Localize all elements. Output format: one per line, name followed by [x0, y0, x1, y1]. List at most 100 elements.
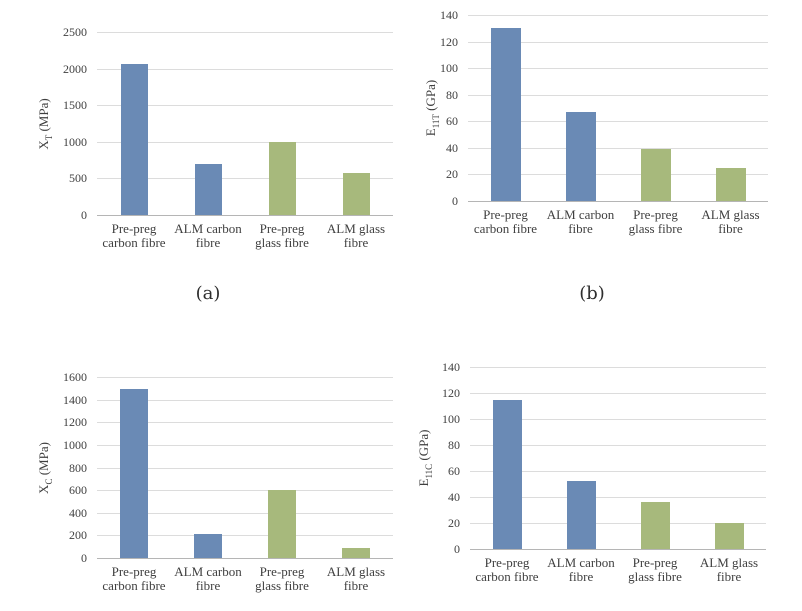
x-category-label: Pre-preg carbon fibre	[102, 564, 166, 593]
y-gridline	[470, 419, 766, 420]
x-category-label: Pre-preg carbon fibre	[475, 555, 539, 584]
y-tick-label: 40	[446, 140, 458, 155]
y-tick-label: 600	[69, 483, 87, 498]
y-gridline	[97, 467, 393, 469]
y-gridline	[97, 377, 393, 378]
y-tick-label: 100	[442, 412, 460, 426]
y-tick-label: 1600	[63, 370, 87, 384]
x-category-label: Pre-preg glass fibre	[628, 555, 682, 584]
y-tick-label: 500	[69, 171, 87, 186]
x-category-label: ALM glass fibre	[326, 221, 386, 250]
y-axis-title: E11C (GPa)	[416, 429, 434, 487]
y-tick-label: 1000	[63, 134, 87, 149]
y-tick-label: 1000	[63, 437, 87, 452]
bar	[640, 502, 670, 549]
y-gridline	[470, 497, 766, 498]
y-tick-label: 1500	[63, 98, 87, 113]
y-tick-label: 120	[442, 386, 460, 400]
y-tick-label: 2000	[63, 61, 87, 76]
x-category-label: ALM carbon fibre	[174, 221, 242, 250]
bar	[194, 533, 222, 558]
x-axis-line	[470, 549, 766, 550]
y-gridline	[468, 147, 768, 149]
x-category-label: ALM glass fibre	[699, 555, 759, 584]
y-gridline	[470, 523, 766, 524]
y-tick-label: 60	[446, 114, 458, 129]
y-gridline	[468, 41, 768, 43]
y-tick-label: 800	[69, 460, 87, 475]
y-gridline	[97, 32, 393, 33]
bar	[565, 112, 596, 201]
bar	[120, 389, 148, 558]
subfigure-label-a: (a)	[195, 283, 221, 304]
y-tick-label: 140	[442, 360, 460, 374]
y-tick-label: 0	[81, 551, 87, 565]
x-category-label: ALM glass fibre	[326, 564, 386, 593]
y-gridline	[97, 178, 393, 180]
y-tick-label: 80	[446, 87, 458, 102]
y-tick-label: 2500	[63, 25, 87, 39]
y-tick-label: 60	[448, 464, 460, 478]
bar	[492, 399, 522, 549]
y-tick-label: 120	[440, 34, 458, 49]
x-category-label: Pre-preg carbon fibre	[102, 221, 166, 250]
bar	[490, 28, 521, 201]
y-gridline	[97, 512, 393, 514]
x-category-label: ALM carbon fibre	[547, 555, 615, 584]
x-category-label: ALM carbon fibre	[174, 564, 242, 593]
y-gridline	[97, 444, 393, 446]
y-tick-label: 0	[452, 194, 458, 208]
subfigure-label-b: (b)	[579, 283, 605, 304]
bar	[342, 548, 370, 558]
y-gridline	[97, 422, 393, 424]
y-gridline	[97, 535, 393, 537]
y-gridline	[97, 399, 393, 401]
y-gridline	[470, 471, 766, 472]
y-gridline	[97, 141, 393, 143]
y-tick-label: 0	[454, 542, 460, 556]
y-tick-label: 0	[81, 208, 87, 222]
y-gridline	[470, 393, 766, 394]
y-gridline	[468, 94, 768, 96]
y-gridline	[468, 174, 768, 176]
y-gridline	[470, 445, 766, 446]
y-gridline	[97, 490, 393, 492]
bar	[194, 163, 222, 215]
y-tick-label: 200	[69, 528, 87, 543]
bar	[342, 172, 370, 215]
bar	[714, 523, 744, 549]
bar	[120, 63, 148, 215]
bar	[566, 481, 596, 549]
x-axis-line	[468, 201, 768, 202]
y-gridline	[468, 68, 768, 70]
x-category-label: ALM carbon fibre	[546, 207, 615, 236]
y-gridline	[97, 68, 393, 70]
y-tick-label: 100	[440, 61, 458, 76]
x-axis-line	[97, 558, 393, 559]
bar	[268, 490, 296, 558]
y-tick-label: 1200	[63, 415, 87, 430]
y-tick-label: 20	[446, 167, 458, 182]
y-gridline	[470, 367, 766, 368]
y-tick-label: 1400	[63, 392, 87, 407]
y-tick-label: 80	[448, 438, 460, 452]
bar	[640, 149, 671, 201]
x-category-label: Pre-preg carbon fibre	[473, 207, 538, 236]
x-axis-line	[97, 215, 393, 216]
y-gridline	[468, 15, 768, 16]
x-category-label: Pre-preg glass fibre	[628, 207, 683, 236]
y-tick-label: 140	[440, 8, 458, 22]
y-tick-label: 400	[69, 505, 87, 520]
x-category-label: ALM glass fibre	[701, 207, 760, 236]
x-category-label: Pre-preg glass fibre	[255, 221, 309, 250]
bar	[268, 141, 296, 215]
y-tick-label: 20	[448, 516, 460, 530]
y-gridline	[468, 121, 768, 123]
y-tick-label: 40	[448, 490, 460, 504]
y-gridline	[97, 105, 393, 107]
